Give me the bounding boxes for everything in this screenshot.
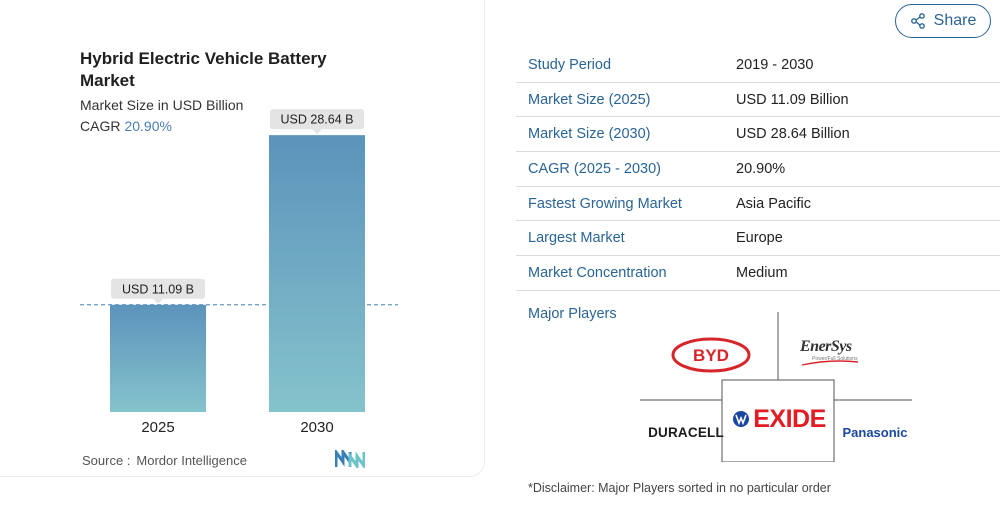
chart-title: Hybrid Electric Vehicle Battery Market — [80, 49, 327, 90]
fact-value: USD 11.09 Billion — [736, 91, 849, 108]
cagr-label: CAGR — [80, 118, 121, 134]
exide-logo-text: EXIDE — [753, 404, 826, 433]
fact-row-concentration: Market Concentration Medium — [516, 256, 1000, 291]
share-button[interactable]: Share — [895, 4, 991, 38]
x-tick-label: 2030 — [300, 419, 333, 436]
data-label: USD 28.64 B — [281, 113, 354, 127]
disclaimer: *Disclaimer: Major Players sorted in no … — [528, 481, 831, 495]
fact-row-market-size-2025: Market Size (2025) USD 11.09 Billion — [516, 83, 1000, 118]
data-label-bg — [270, 109, 364, 130]
mordor-logo-icon — [335, 450, 365, 468]
market-facts-table: Study Period 2019 - 2030 Market Size (20… — [516, 48, 1000, 291]
fact-row-largest-market: Largest Market Europe — [516, 221, 1000, 257]
duracell-logo-text: DURACELL — [648, 424, 724, 440]
fact-value: Medium — [736, 264, 788, 281]
byd-logo: BYD — [670, 336, 752, 374]
x-tick-label: 2025 — [141, 419, 174, 436]
source-value: Mordor Intelligence — [136, 453, 247, 468]
major-players-title: Major Players — [528, 306, 617, 322]
fact-key: Largest Market — [528, 230, 625, 247]
duracell-logo: DURACELL — [646, 420, 726, 444]
chart-card — [0, 0, 485, 477]
fact-key: Market Size (2025) — [528, 91, 651, 108]
bar-2025 — [110, 304, 206, 412]
enersys-logo: EnerSys Power/Full Solutions — [800, 332, 880, 372]
fact-value: Asia Pacific — [736, 195, 811, 212]
players-divider-lines — [640, 312, 912, 462]
bar-2030 — [269, 135, 365, 412]
share-icon — [910, 13, 925, 29]
source-label: Source : — [82, 453, 131, 468]
fact-row-cagr: CAGR (2025 - 2030) 20.90% — [516, 152, 1000, 187]
fact-row-study-period: Study Period 2019 - 2030 — [516, 48, 1000, 83]
data-label-bg — [111, 278, 205, 299]
fact-key: Market Concentration — [528, 264, 667, 281]
enersys-logo-text: EnerSys — [800, 338, 852, 355]
fact-row-fastest-growing: Fastest Growing Market Asia Pacific — [516, 187, 1000, 222]
cagr-line: CAGR 20.90% — [80, 118, 172, 134]
panasonic-logo: Panasonic — [836, 420, 914, 444]
fact-key: Market Size (2030) — [528, 126, 651, 143]
share-label: Share — [933, 12, 977, 29]
cagr-value: 20.90% — [124, 118, 172, 134]
byd-logo-icon: BYD — [671, 337, 751, 373]
major-players-logos: BYD EnerSys Power/Full Solutions DURACEL… — [640, 312, 915, 462]
source-line: Source : Mordor Intelligence — [82, 453, 247, 468]
bar-chart: USD 11.09 B 2025 USD 28.64 B 2030 — [80, 109, 398, 436]
exide-emblem-icon — [733, 411, 750, 427]
fact-key: Fastest Growing Market — [528, 195, 682, 212]
byd-logo-text: BYD — [693, 346, 729, 365]
data-label: USD 11.09 B — [122, 282, 194, 296]
data-label-pointer — [312, 129, 322, 135]
enersys-tagline: Power/Full Solutions — [812, 356, 858, 362]
exide-logo: EXIDE — [728, 404, 830, 434]
fact-value: USD 28.64 Billion — [736, 126, 850, 143]
data-label-pointer — [153, 298, 163, 304]
fact-key: Study Period — [528, 56, 612, 73]
panasonic-logo-text: Panasonic — [842, 424, 908, 440]
fact-value: 2019 - 2030 — [736, 56, 814, 73]
chart-subtitle: Market Size in USD Billion — [80, 97, 244, 113]
fact-key: CAGR (2025 - 2030) — [528, 160, 661, 177]
fact-row-market-size-2030: Market Size (2030) USD 28.64 Billion — [516, 117, 1000, 153]
fact-value: 20.90% — [736, 160, 786, 177]
enersys-swoosh-icon — [801, 360, 859, 366]
fact-value: Europe — [736, 230, 783, 247]
